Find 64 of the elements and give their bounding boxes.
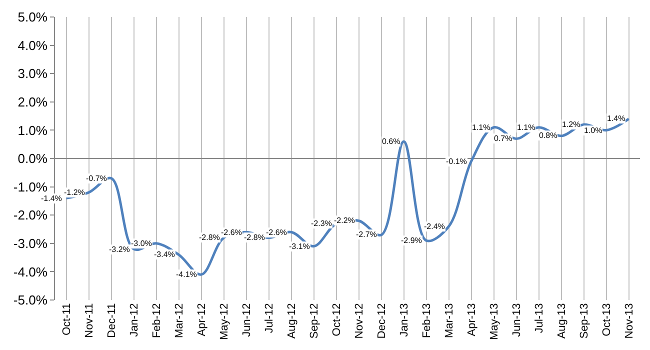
x-tick-label: Apr-12 [196, 303, 208, 336]
x-tick-label: Mar-13 [443, 303, 456, 338]
x-tick-label: Jun-12 [240, 303, 253, 337]
data-label: -2.7% [356, 230, 377, 239]
x-tick-label: Nov-13 [623, 303, 636, 339]
x-tick-label: Feb-13 [420, 303, 433, 338]
data-label: -2.9% [401, 236, 422, 245]
x-tick-label: Jul-13 [533, 303, 546, 334]
x-tick-label: Feb-12 [150, 303, 163, 338]
x-tick-label: Jun-13 [510, 303, 523, 337]
data-label: -1.2% [64, 188, 85, 197]
data-label: -2.6% [221, 228, 242, 237]
data-label: -3.1% [289, 242, 310, 251]
y-tick-label: -5.0% [13, 292, 48, 308]
data-label: -2.8% [244, 233, 265, 242]
x-tick-label: Dec-12 [376, 303, 388, 339]
y-tick-label: 1.0% [18, 122, 48, 138]
x-tick-label: Dec-11 [106, 303, 118, 338]
data-label: 1.4% [607, 114, 626, 123]
y-tick-label: 2.0% [18, 94, 48, 110]
data-label: -2.2% [334, 216, 355, 225]
data-label: -4.1% [176, 270, 197, 279]
y-tick-label: 3.0% [18, 66, 48, 82]
x-tick-label: May-12 [218, 303, 230, 340]
data-label: 0.8% [539, 131, 558, 140]
data-label: 1.1% [472, 123, 490, 132]
data-label: -1.4% [41, 194, 62, 203]
x-tick-label: Sep-12 [308, 303, 320, 339]
x-tick-label: Apr-13 [466, 303, 478, 336]
data-label: -2.3% [311, 219, 332, 228]
x-tick-label: May-13 [488, 303, 500, 340]
x-tick-label: Nov-11 [83, 303, 96, 338]
x-tick-label: Sep-13 [578, 303, 590, 339]
x-tick-label: Mar-12 [173, 303, 186, 338]
x-tick-label: Jan-12 [128, 303, 140, 337]
y-tick-label: -2.0% [13, 208, 48, 223]
data-label: 0.6% [382, 137, 400, 146]
data-label: -0.1% [446, 157, 467, 166]
data-label: 1.2% [562, 120, 580, 129]
x-tick-label: Oct-11 [60, 303, 73, 336]
data-label: -3.2% [109, 245, 130, 254]
data-label: 1.0% [584, 126, 602, 135]
data-label: -3.4% [154, 250, 175, 259]
x-tick-label: Aug-13 [556, 303, 568, 339]
data-label: -2.8% [199, 233, 220, 242]
data-label: -3.0% [131, 239, 152, 248]
y-tick-label: -1.0% [13, 179, 48, 194]
x-tick-label: Jan-13 [398, 303, 410, 337]
line-series [65, 118, 630, 276]
data-label: -0.7% [86, 174, 107, 183]
x-tick-label: Jul-12 [263, 303, 276, 334]
x-tick-label: Aug-12 [286, 303, 298, 339]
x-tick-label: Oct-12 [330, 303, 343, 336]
y-tick-label: 4.0% [18, 38, 48, 53]
data-label: 0.7% [494, 134, 512, 143]
data-label: -2.4% [424, 222, 445, 231]
y-tick-label: -4.0% [13, 264, 48, 280]
x-tick-label: Oct-13 [600, 303, 613, 336]
y-tick-label: -3.0% [13, 236, 48, 251]
y-tick-label: 5.0% [18, 10, 48, 25]
data-label: 1.1% [517, 123, 536, 132]
x-tick-label: Nov-12 [353, 303, 366, 339]
data-label: -2.6% [266, 228, 287, 237]
y-tick-label: 0.0% [18, 151, 48, 166]
